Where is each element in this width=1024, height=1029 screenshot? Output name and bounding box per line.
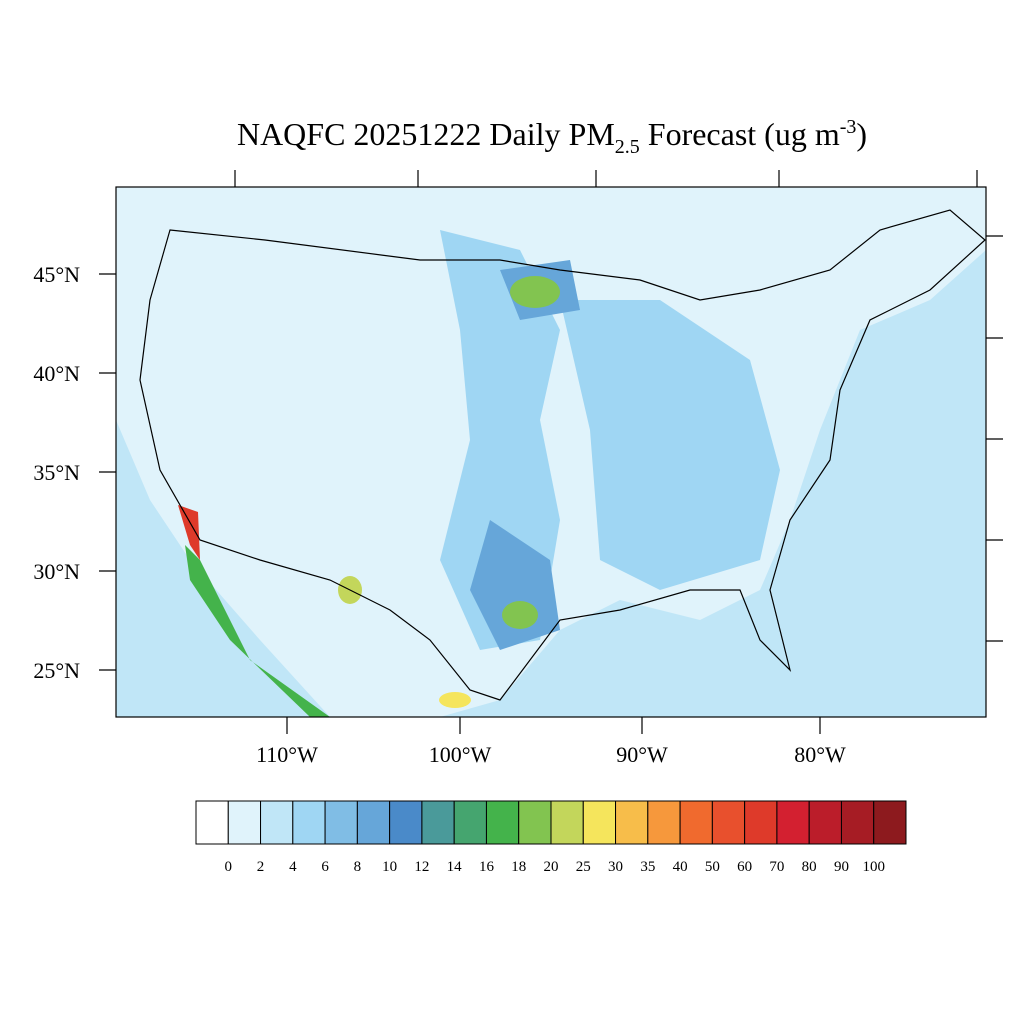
colorbar-box bbox=[711, 800, 746, 845]
lon-label: 80°W bbox=[794, 742, 846, 767]
colorbar-label: 18 bbox=[511, 859, 526, 875]
hotspot bbox=[502, 601, 538, 629]
colorbar-label: 50 bbox=[705, 859, 720, 875]
colorbar-box bbox=[421, 800, 455, 845]
colorbar-box bbox=[550, 800, 584, 845]
colorbar-box bbox=[485, 800, 520, 845]
map-frame bbox=[115, 186, 987, 718]
colorbar-label: 10 bbox=[382, 859, 397, 875]
colorbar-label: 6 bbox=[321, 859, 329, 875]
colorbar-label: 30 bbox=[608, 859, 623, 875]
colorbar-label: 20 bbox=[544, 859, 559, 875]
hotspot bbox=[178, 505, 200, 560]
colorbar-box bbox=[453, 800, 487, 845]
title-part: -3 bbox=[840, 116, 857, 138]
colorbar-box bbox=[744, 800, 778, 845]
colorbar-label: 60 bbox=[737, 859, 752, 875]
colorbar-label: 35 bbox=[640, 859, 655, 875]
colorbar-box bbox=[292, 800, 326, 845]
title-part: NAQFC 20251222 Daily PM bbox=[237, 116, 615, 152]
lat-label: 25°N bbox=[33, 658, 80, 683]
colorbar-box bbox=[389, 800, 423, 845]
colorbar-label: 16 bbox=[479, 859, 495, 875]
land-mid bbox=[560, 300, 780, 590]
colorbar-label: 4 bbox=[289, 859, 297, 875]
map-area bbox=[99, 170, 1003, 734]
colorbar-box bbox=[324, 800, 358, 845]
colorbar-label: 25 bbox=[576, 859, 591, 875]
hotspot bbox=[510, 276, 560, 308]
colorbar-label: 90 bbox=[834, 859, 849, 875]
land-mid bbox=[440, 230, 560, 650]
colorbar-label: 0 bbox=[225, 859, 233, 875]
colorbar-box bbox=[679, 800, 713, 845]
lon-label: 110°W bbox=[256, 742, 318, 767]
colorbar-label: 80 bbox=[802, 859, 817, 875]
colorbar-box bbox=[227, 800, 262, 845]
title-part: ) bbox=[856, 116, 867, 152]
colorbar-box bbox=[518, 800, 552, 845]
colorbar-box bbox=[647, 800, 681, 845]
lon-label: 100°W bbox=[429, 742, 492, 767]
colorbar-box bbox=[615, 800, 649, 845]
lat-label: 30°N bbox=[33, 559, 80, 584]
colorbar-box bbox=[808, 800, 842, 845]
lat-label: 35°N bbox=[33, 460, 80, 485]
colorbar-label: 8 bbox=[354, 859, 362, 875]
land-low bbox=[116, 187, 986, 717]
colorbar-label: 12 bbox=[414, 859, 429, 875]
frame-ticks bbox=[99, 170, 1003, 734]
hotspot bbox=[439, 692, 471, 708]
colorbar-box bbox=[873, 800, 907, 845]
colorbar-box bbox=[840, 800, 875, 845]
lat-label: 45°N bbox=[33, 262, 80, 287]
coastline bbox=[139, 209, 986, 701]
colorbar-label: 2 bbox=[257, 859, 265, 875]
axis-labels: 45°N 40°N 35°N 30°N 25°N 110°W 100°W 90°W 80°W bbox=[33, 262, 846, 767]
colorbar-label: 100 bbox=[862, 859, 885, 875]
colorbar-box bbox=[260, 800, 294, 845]
colorbar-box bbox=[776, 800, 810, 845]
colorbar-label: 14 bbox=[447, 859, 463, 875]
title-part: Forecast (ug m bbox=[640, 116, 840, 152]
colorbar-box bbox=[582, 800, 617, 845]
hotspot bbox=[185, 545, 330, 717]
colorbar-box bbox=[356, 800, 391, 845]
lat-label: 40°N bbox=[33, 361, 80, 386]
colorbar: 0 2 4 6 8 10 12 14 16 18 20 25 30 35 40 50 60 70 80 90 100 bbox=[195, 800, 907, 875]
map-title: NAQFC 20251222 Daily PM2.5 Forecast (ug … bbox=[237, 116, 867, 158]
colorbar-box bbox=[195, 800, 229, 845]
colorbar-label: 70 bbox=[769, 859, 784, 875]
colorbar-label: 40 bbox=[673, 859, 688, 875]
title-part: 2.5 bbox=[615, 136, 640, 158]
lon-label: 90°W bbox=[616, 742, 668, 767]
